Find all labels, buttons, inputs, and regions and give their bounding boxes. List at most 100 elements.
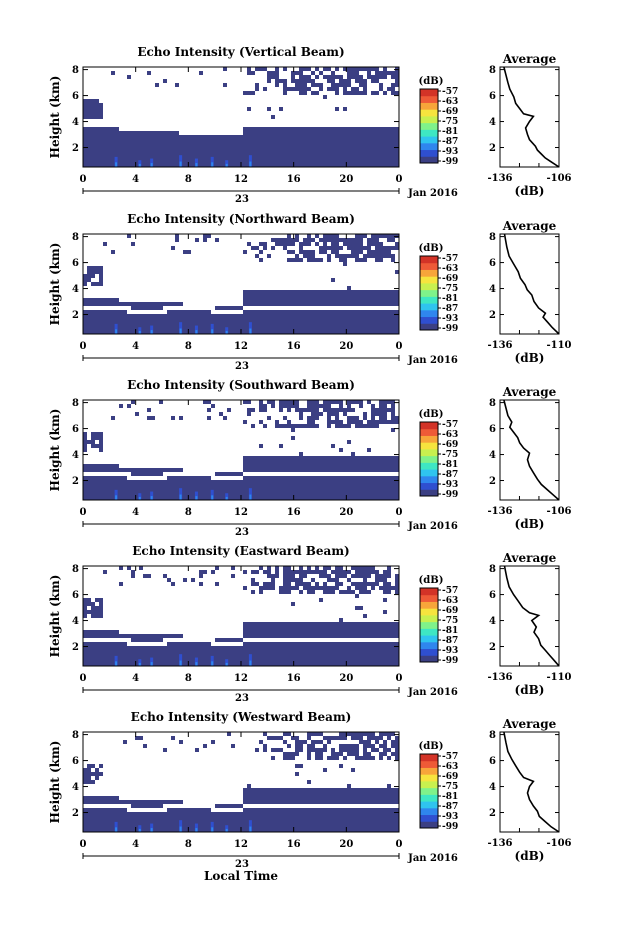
echo-cell [387,460,391,464]
echo-cell [339,736,343,740]
echo-cell [371,570,375,574]
echo-cell [99,496,103,500]
echo-cell [391,404,395,408]
echo-cell [343,820,347,824]
echo-cell [299,764,303,768]
echo-cell [203,824,207,828]
echo-cell [339,800,343,804]
echo-cell [375,816,379,820]
echo-cell [343,634,347,638]
echo-cell [187,828,191,832]
echo-cell [331,662,335,666]
echo-cell [223,330,227,334]
echo-cell [223,496,227,500]
echo-cell [327,127,331,131]
echo-cell [147,306,151,310]
echo-cell [187,812,191,816]
echo-cell [303,800,307,804]
echo-cell [135,646,139,650]
echo-streak-core [115,495,118,500]
echo-cell [335,408,339,412]
echo-cell [131,812,135,816]
echo-cell [247,792,251,796]
echo-cell [347,440,351,444]
echo-cell [279,131,283,135]
echo-streak [114,156,118,167]
echo-cell [263,654,267,658]
echo-cell [283,570,287,574]
echo-cell [131,804,135,808]
echo-cell [143,139,147,143]
echo-cell [223,143,227,147]
echo-cell [219,484,223,488]
echo-cell [347,808,351,812]
echo-cell [87,278,91,282]
echo-cell [279,163,283,167]
echo-cell [303,147,307,151]
echo-cell [271,496,275,500]
echo-cell [375,808,379,812]
echo-cell [323,127,327,131]
echo-cell [371,634,375,638]
echo-cell [371,326,375,330]
echo-cell [379,131,383,135]
echo-cell [327,740,331,744]
echo-cell [159,804,163,808]
echo-cell [383,824,387,828]
echo-cell [307,796,311,800]
echo-cell [371,242,375,246]
echo-cell [91,127,95,131]
echo-cell [203,744,207,748]
echo-cell [155,662,159,666]
echo-cell [395,748,399,752]
echo-cell [307,646,311,650]
echo-cell [387,326,391,330]
echo-cell [303,242,307,246]
echo-cell [287,420,291,424]
echo-cell [391,91,395,95]
echo-cell [147,468,151,472]
echo-cell [315,310,319,314]
echo-cell [227,330,231,334]
echo-cell [155,147,159,151]
echo-cell [235,318,239,322]
echo-cell [315,658,319,662]
colorbar-segment [420,448,438,457]
echo-cell [239,638,243,642]
echo-cell [331,330,335,334]
echo-cell [327,67,331,71]
echo-cell [323,163,327,167]
echo-cell [203,314,207,318]
echo-cell [147,151,151,155]
echo-cell [91,131,95,135]
echo-cell [243,626,247,630]
echo-cell [295,238,299,242]
echo-cell [275,792,279,796]
echo-cell [339,79,343,83]
echo-cell [291,586,295,590]
echo-cell [267,816,271,820]
echo-cell [211,646,215,650]
echo-cell [371,646,375,650]
echo-cell [307,79,311,83]
echo-cell [91,796,95,800]
echo-cell [155,496,159,500]
echo-cell [159,302,163,306]
echo-cell [83,646,87,650]
panel-title: Echo Intensity (Westward Beam) [131,710,352,724]
echo-cell [299,151,303,155]
echo-cell [175,488,179,492]
echo-cell [303,570,307,574]
echo-cell [395,590,399,594]
echo-cell [359,634,363,638]
colorbar-segment [420,475,438,484]
echo-cell [95,828,99,832]
echo-cell [239,654,243,658]
echo-cell [343,318,347,322]
echo-cell [355,234,359,238]
echo-cell [319,302,323,306]
echo-cell [367,570,371,574]
echo-cell [167,484,171,488]
echo-cell [243,468,247,472]
echo-cell [227,650,231,654]
